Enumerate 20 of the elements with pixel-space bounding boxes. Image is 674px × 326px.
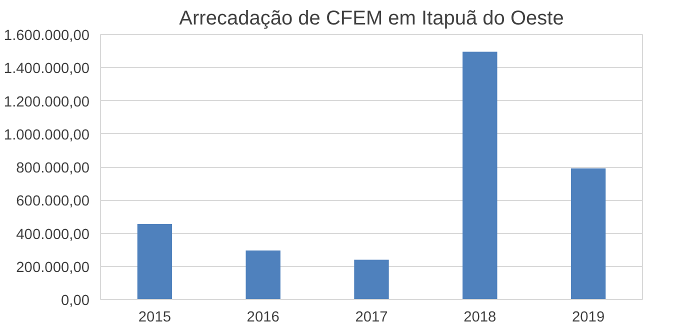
bar bbox=[462, 52, 498, 300]
bar bbox=[246, 250, 280, 300]
bar bbox=[137, 224, 172, 300]
y-tick-label: 400.000,00 bbox=[16, 226, 90, 243]
x-tick-label: 2019 bbox=[572, 310, 605, 326]
y-tick-label: 0,00 bbox=[60, 293, 90, 309]
y-tick-label: 1.200.000,00 bbox=[4, 94, 90, 110]
bar bbox=[354, 260, 389, 300]
y-tick-label: 1.400.000,00 bbox=[4, 61, 90, 78]
y-tick-label: 1.000.000,00 bbox=[4, 127, 90, 144]
x-tick-label: 2015 bbox=[138, 310, 172, 326]
x-tick-label: 2016 bbox=[246, 310, 280, 326]
chart-title: Arrecadação de CFEM em Itapuã do Oeste bbox=[179, 8, 564, 30]
x-tick-label: 2017 bbox=[355, 310, 388, 326]
y-tick-label: 600.000,00 bbox=[16, 194, 90, 210]
bar bbox=[570, 168, 606, 300]
y-tick-label: 1.600.000,00 bbox=[4, 28, 90, 44]
y-tick-label: 800.000,00 bbox=[16, 160, 90, 176]
x-tick-label: 2018 bbox=[464, 310, 496, 326]
y-tick-label: 200.000,00 bbox=[16, 260, 90, 276]
